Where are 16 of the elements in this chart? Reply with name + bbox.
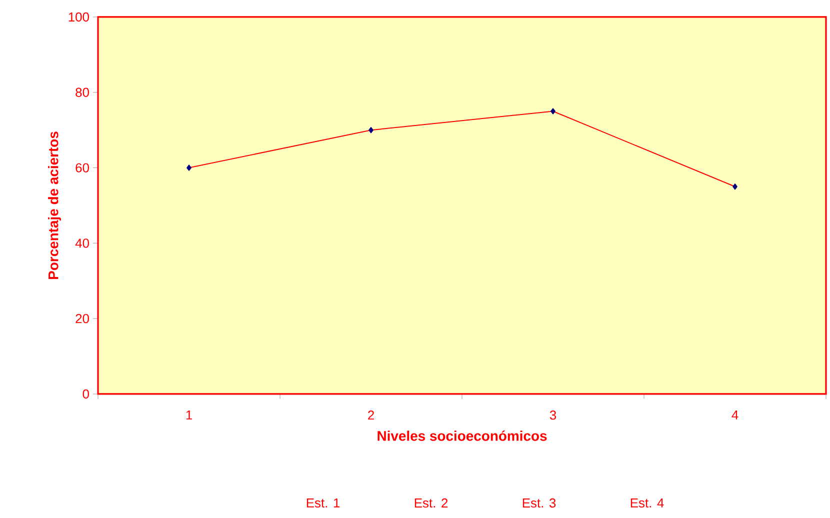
text: Est. 3 bbox=[522, 498, 556, 508]
y-axis-title: Porcentaje de aciertos bbox=[48, 132, 62, 279]
x-tick-label: 1 bbox=[186, 410, 192, 420]
text: Est. 4 bbox=[630, 498, 664, 508]
x-tick-label: 4 bbox=[732, 410, 738, 420]
text: Est. 1 bbox=[306, 498, 340, 508]
x-tick-label: 3 bbox=[550, 410, 556, 420]
y-tick-label: 40 bbox=[75, 238, 89, 248]
y-tick-label: 0 bbox=[82, 389, 89, 399]
y-tick-label: 60 bbox=[76, 163, 89, 172]
y-tick-label: 20 bbox=[76, 314, 89, 324]
x-axis-title: Niveles socioeconómicos bbox=[378, 430, 547, 441]
y-tick-label: 80 bbox=[76, 88, 89, 97]
y-tick-label: 100 bbox=[68, 12, 89, 22]
x-tick-label: 2 bbox=[368, 410, 374, 420]
text: Est. 2 bbox=[414, 498, 448, 508]
